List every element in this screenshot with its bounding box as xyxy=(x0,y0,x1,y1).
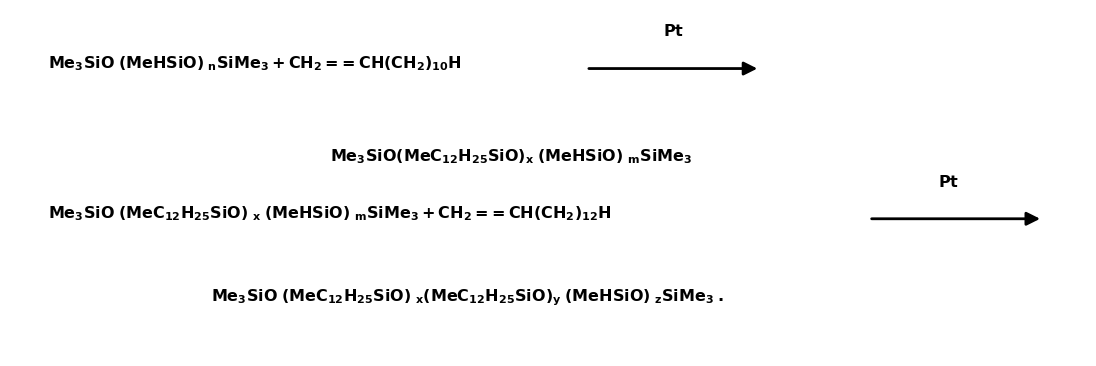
Text: $\mathbf{Pt}$: $\mathbf{Pt}$ xyxy=(662,23,684,40)
Text: $\mathbf{Me_3SiO\;(MeC_{12}H_{25}SiO)\;_x\;(MeHSiO)\;_mSiMe_3+CH_2{=}\!{=}CH(CH_: $\mathbf{Me_3SiO\;(MeC_{12}H_{25}SiO)\;_… xyxy=(47,205,612,224)
Text: $\mathbf{Pt}$: $\mathbf{Pt}$ xyxy=(938,173,959,190)
Text: $\mathbf{Me_3SiO\;(MeC_{12}H_{25}SiO)\;_x(MeC_{12}H_{25}SiO)_y\;(MeHSiO)\;_zSiMe: $\mathbf{Me_3SiO\;(MeC_{12}H_{25}SiO)\;_… xyxy=(210,287,724,308)
Text: $\mathbf{Me_3SiO\;(MeHSiO)\;_nSiMe_3+CH_2{=}\!{=}CH(CH_2)_{10}H}$: $\mathbf{Me_3SiO\;(MeHSiO)\;_nSiMe_3+CH_… xyxy=(47,55,461,73)
Text: $\mathbf{Me_3SiO(MeC_{12}H_{25}SiO)_x\;(MeHSiO)\;_mSiMe_3}$: $\mathbf{Me_3SiO(MeC_{12}H_{25}SiO)_x\;(… xyxy=(331,147,693,166)
